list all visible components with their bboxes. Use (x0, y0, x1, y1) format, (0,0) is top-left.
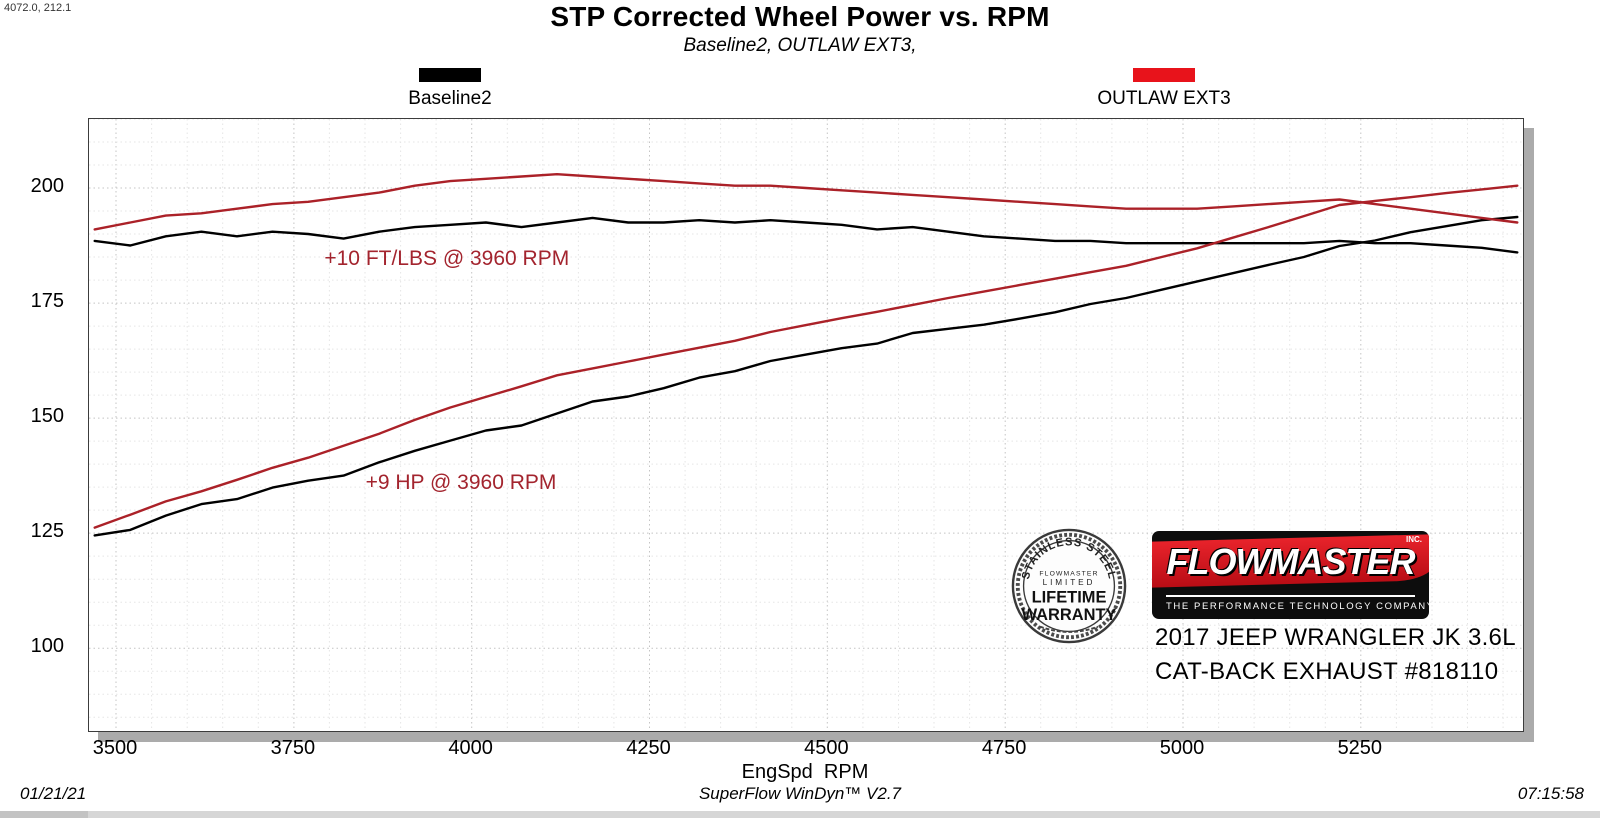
legend-swatch-baseline2 (419, 68, 481, 82)
chart-subtitle: Baseline2, OUTLAW EXT3, (683, 35, 917, 56)
y-tick-label: 150 (30, 405, 64, 428)
scrollbar-corner (0, 811, 88, 818)
flowmaster-logo: INC. FLOWMASTER THE PERFORMANCE TECHNOLO… (1152, 531, 1429, 619)
vehicle-description-line1: 2017 JEEP WRANGLER JK 3.6L (1155, 624, 1516, 651)
plot-area[interactable]: +10 FT/LBS @ 3960 RPM +9 HP @ 3960 RPM ST… (88, 118, 1524, 732)
x-axis-label: EngSpd RPM (741, 761, 869, 783)
y-tick-label: 125 (30, 520, 64, 543)
flowmaster-tagline: THE PERFORMANCE TECHNOLOGY COMPANY (1166, 595, 1429, 612)
y-tick-label: 200 (30, 175, 64, 198)
y-tick-label: 175 (30, 290, 64, 313)
footer-app-name: SuperFlow WinDyn™ V2.7 (698, 784, 902, 803)
badge-warranty-text: WARRANTY (1022, 606, 1117, 624)
x-tick-label: 5250 (1337, 737, 1383, 759)
x-tick-label: 3750 (270, 737, 316, 759)
x-tick-label: 4750 (981, 737, 1027, 759)
x-tick-label: 4500 (804, 737, 849, 759)
curve-outlaw-ext3-power (93, 184, 1519, 529)
curve-outlaw-ext3-torque (93, 173, 1519, 231)
x-tick-label: 4000 (448, 737, 493, 759)
badge-lifetime-text: LIFETIME (1032, 588, 1107, 606)
x-tick-label: 4250 (626, 737, 671, 759)
horizontal-scrollbar[interactable] (0, 811, 1600, 818)
badge-laurel-icon (1039, 625, 1099, 633)
vehicle-description-line2: CAT-BACK EXHAUST #818110 (1155, 658, 1499, 685)
y-tick-label: 100 (30, 635, 64, 658)
curve-baseline2-power (93, 215, 1519, 537)
badge-limited-text: LIMITED (1043, 578, 1096, 587)
chart-canvas (89, 119, 1523, 731)
footer-time: 07:15:58 (1517, 784, 1584, 803)
lifetime-warranty-badge: STAINLESS STEEL FLOWMASTER LIMITED LIFET… (1011, 528, 1127, 644)
x-tick-label: 5000 (1159, 737, 1205, 759)
legend-swatch-outlaw-ext3 (1133, 68, 1195, 82)
curve-baseline2-torque (93, 216, 1519, 254)
flowmaster-wordmark: FLOWMASTER (1166, 541, 1416, 582)
footer-date: 01/21/21 (20, 784, 87, 803)
legend-label-outlaw-ext3: OUTLAW EXT3 (1097, 88, 1231, 109)
cursor-position-readout: 4072.0, 212.1 (4, 2, 72, 14)
chart-title: STP Corrected Wheel Power vs. RPM (550, 1, 1050, 32)
badge-brand-text: FLOWMASTER (1039, 570, 1098, 577)
legend-label-baseline2: Baseline2 (408, 88, 492, 109)
x-tick-label: 3500 (92, 737, 138, 759)
flowmaster-inc-text: INC. (1406, 535, 1422, 544)
legend-entry-baseline2: Baseline2 (370, 68, 530, 110)
legend-entry-outlaw-ext3: OUTLAW EXT3 (1084, 68, 1244, 110)
